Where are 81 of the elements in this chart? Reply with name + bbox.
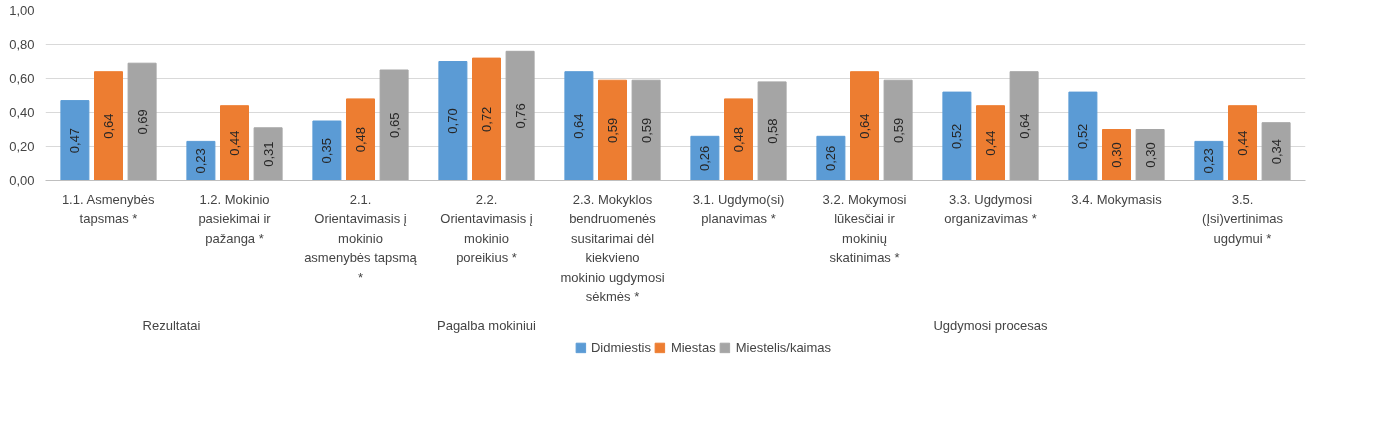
bar bbox=[1135, 129, 1165, 181]
data-label: 0,58 bbox=[764, 118, 780, 144]
bar bbox=[438, 61, 468, 181]
bar bbox=[60, 100, 90, 181]
y-tick-label: 0,20 bbox=[9, 139, 35, 154]
data-label: 0,23 bbox=[193, 148, 209, 174]
data-label: 0,48 bbox=[353, 127, 368, 153]
data-label: 0,31 bbox=[260, 141, 276, 167]
data-label: 0,64 bbox=[571, 113, 587, 139]
bar bbox=[220, 105, 249, 181]
bar bbox=[850, 71, 879, 181]
data-label: 0,64 bbox=[101, 113, 116, 139]
bar bbox=[631, 79, 661, 181]
bar bbox=[816, 135, 846, 181]
text: Rezultatai bbox=[142, 317, 201, 333]
x-tick-label: 3.1. Ugdymo(si) planavimas * bbox=[692, 191, 785, 226]
bar bbox=[883, 79, 913, 181]
data-label: 0,65 bbox=[386, 112, 402, 138]
legend-label: Didmiestis bbox=[590, 339, 651, 355]
x-tick-label: 1.1. Asmenybės tapsmas * bbox=[61, 191, 155, 226]
bar bbox=[127, 62, 157, 181]
x-tick-label: 2.1. Orientavimasis į mokinio asmenybės tapsmą * bbox=[304, 191, 418, 285]
data-label: 0,44 bbox=[1235, 130, 1250, 156]
bar bbox=[472, 57, 501, 181]
data-label: 0,59 bbox=[890, 117, 906, 143]
x-tick-label: 3.3. Ugdymosi organizavimas * bbox=[944, 191, 1037, 226]
bar bbox=[942, 91, 972, 181]
data-label: 0,69 bbox=[134, 109, 150, 135]
bar bbox=[312, 120, 342, 181]
data-label: 0,26 bbox=[697, 145, 713, 172]
bar bbox=[598, 79, 627, 181]
x-tick-label: 3.4. Mokymasis bbox=[1071, 191, 1163, 207]
data-label: 0,70 bbox=[445, 108, 461, 134]
text: Ugdymosi procesas bbox=[933, 317, 1049, 333]
bar bbox=[724, 98, 753, 181]
data-label: 0,23 bbox=[1201, 148, 1217, 174]
x-tick-label: 3.5. (Įsi)vertinimas ugdymui * bbox=[1202, 191, 1284, 246]
x-tick-label: 2.2. Orientavimasis į mokinio poreikius * bbox=[440, 191, 533, 265]
bar bbox=[346, 98, 375, 181]
data-label: 0,64 bbox=[1016, 113, 1032, 139]
data-label: 0,44 bbox=[983, 130, 998, 156]
bar bbox=[505, 50, 535, 181]
bar bbox=[757, 81, 787, 181]
data-label: 0,30 bbox=[1142, 142, 1158, 168]
y-tick-label: 0,80 bbox=[9, 37, 35, 52]
bar bbox=[1194, 140, 1224, 181]
bar bbox=[253, 127, 283, 181]
data-label: 0,64 bbox=[857, 113, 872, 139]
data-label: 0,30 bbox=[1109, 142, 1124, 168]
bar bbox=[1009, 71, 1039, 181]
bar bbox=[976, 105, 1005, 181]
data-label: 0,52 bbox=[1075, 123, 1091, 149]
data-label: 0,76 bbox=[512, 103, 528, 129]
data-label: 0,35 bbox=[319, 138, 335, 164]
y-tick-label: 0,60 bbox=[9, 71, 35, 86]
data-label: 0,44 bbox=[227, 130, 242, 156]
y-tick-label: 1,00 bbox=[9, 3, 35, 18]
bar bbox=[1261, 122, 1291, 181]
data-label: 0,59 bbox=[638, 117, 654, 143]
bar bbox=[1068, 91, 1098, 181]
bar bbox=[1228, 105, 1257, 181]
bar bbox=[94, 71, 123, 181]
text: Pagalba mokiniui bbox=[437, 317, 537, 333]
data-label: 0,34 bbox=[1268, 138, 1284, 165]
x-tick-label: 2.3. Mokyklos bendruomenės susitarimai dėl kiekvieno mokinio ugdymosi sėkmės * bbox=[560, 191, 665, 304]
data-label: 0,47 bbox=[67, 127, 83, 154]
data-label: 0,48 bbox=[731, 127, 746, 153]
bar bbox=[379, 69, 409, 181]
data-label: 0,26 bbox=[823, 145, 839, 172]
y-tick-label: 0,00 bbox=[9, 173, 35, 188]
bar bbox=[690, 135, 720, 181]
x-tick-label: 3.2. Mokymosi lūkesčiai ir mokinių skatinimas * bbox=[822, 191, 907, 265]
bar bbox=[564, 71, 594, 181]
data-label: 0,52 bbox=[949, 123, 965, 149]
data-label: 0,72 bbox=[479, 106, 494, 132]
data-label: 0,59 bbox=[605, 117, 620, 143]
x-tick-label: 1.2. Mokinio pasiekimai ir pažanga * bbox=[198, 191, 272, 246]
bar bbox=[186, 140, 216, 181]
legend-label: Miestelis/kaimas bbox=[735, 339, 832, 355]
y-tick-label: 0,40 bbox=[9, 105, 35, 120]
legend-label: Miestas bbox=[670, 339, 716, 355]
